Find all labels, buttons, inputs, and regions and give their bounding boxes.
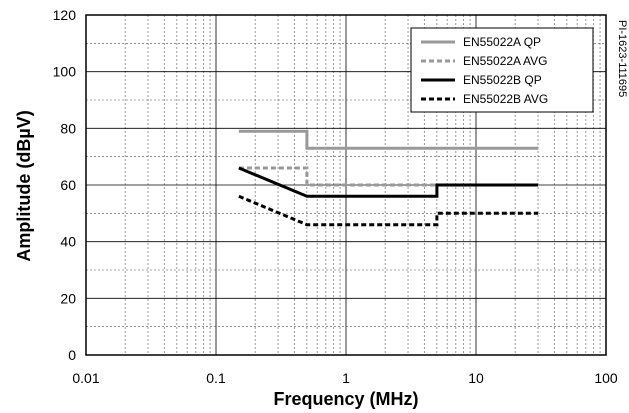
- legend: EN55022A QP EN55022A AVG EN55022B QP EN5502…: [410, 27, 594, 113]
- figure-id-label: PI-1623-111695: [616, 20, 628, 97]
- legend-label: EN55022B QP: [463, 73, 542, 87]
- y-tick-label: 40: [60, 234, 76, 250]
- y-axis-title: Amplitude (dBµV): [14, 110, 34, 261]
- y-tick-label: 0: [68, 347, 76, 363]
- x-tick-label: 10: [468, 370, 484, 386]
- series-line: [238, 166, 538, 187]
- legend-label: EN55022A QP: [463, 35, 541, 49]
- series-line: [238, 166, 538, 198]
- series-lines: [238, 129, 538, 227]
- x-tick-label: 0.1: [206, 370, 226, 386]
- x-axis-title: Frequency (MHz): [273, 389, 418, 409]
- y-axis-ticks: 0 20 40 60 80 100 120: [53, 7, 77, 363]
- legend-label: EN55022B AVG: [463, 92, 548, 106]
- plot-area-frame: [85, 14, 607, 356]
- y-tick-label: 20: [60, 290, 76, 306]
- x-tick-label: 0.01: [72, 370, 99, 386]
- x-axis-ticks: 0.01 0.1 1 10 100: [72, 370, 618, 386]
- legend-label: EN55022A AVG: [463, 54, 548, 68]
- y-tick-label: 80: [60, 120, 76, 136]
- series-line: [238, 129, 538, 150]
- y-tick-label: 60: [60, 177, 76, 193]
- y-tick-label: 100: [53, 64, 77, 80]
- x-tick-label: 1: [342, 370, 350, 386]
- x-tick-label: 100: [594, 370, 618, 386]
- series-line: [238, 194, 538, 227]
- y-tick-label: 120: [53, 7, 77, 23]
